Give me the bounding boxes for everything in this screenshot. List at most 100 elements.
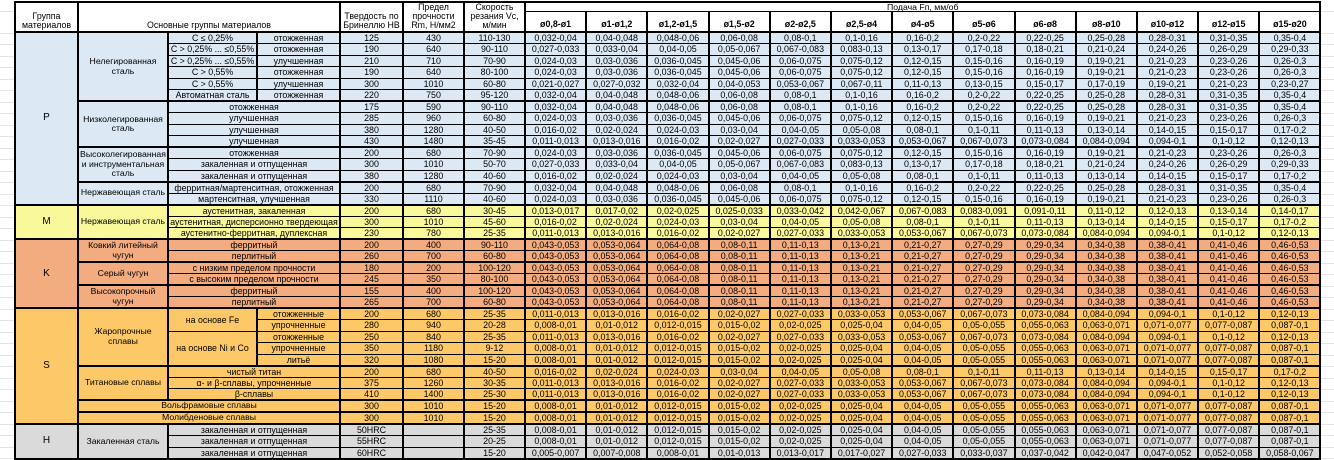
feed-cell: 0,015-0,02: [707, 353, 771, 366]
feed-cell: 0,015-0,02: [707, 411, 771, 425]
feed-cell: 0,15-0,17: [1197, 123, 1261, 136]
feed-cell: 0,043-0,053: [523, 261, 588, 274]
hardness-cell: 155: [339, 284, 404, 297]
hardness-cell: 380: [339, 169, 404, 182]
feed-cell: 0,02-0,027: [707, 227, 771, 240]
strength-cell: [402, 446, 465, 459]
feed-cell: 0,11-0,13: [768, 284, 832, 297]
feed-cell: 0,063-0,071: [1074, 423, 1138, 436]
feed-cell: 0,075-0,12: [829, 66, 894, 79]
feed-cell: 0,05-0,055: [952, 342, 1016, 355]
worksheet-gridline: [1321, 205, 1334, 206]
worksheet-gridline: [1321, 320, 1334, 321]
feed-cell: 0,032-0,04: [523, 180, 588, 194]
table-row: Высоколегированная и инструментальная ст…: [15, 146, 1322, 182]
feed-cell: 0,013-0,016: [585, 388, 649, 401]
feed-cell: 0,027-0,033: [768, 227, 832, 240]
feed-cell: 0,05-0,08: [829, 123, 894, 136]
feed-cell: 0,016-0,02: [646, 376, 710, 389]
worksheet-gridline: [0, 400, 14, 402]
feed-cell: 0,13-0,21: [829, 273, 894, 286]
hardness-cell: 200: [339, 307, 404, 320]
worksheet-gridline: [1321, 124, 1334, 126]
feed-cell: 0,055-0,063: [1013, 319, 1077, 332]
feed-cell: 0,008-0,01: [523, 342, 588, 355]
worksheet-gridline: [1321, 435, 1334, 436]
feed-cell: 0,027-0,033: [768, 307, 832, 320]
feed-cell: 0,06-0,08: [707, 31, 771, 44]
feed-cell: 0,17-0,2: [1258, 169, 1322, 182]
strength-cell: 400: [402, 284, 465, 297]
table-row: С > 0,25% ... ≤0,55% отожженная 190 640 90-1…: [15, 43, 1322, 56]
worksheet-gridline: [1321, 159, 1334, 160]
col-header-diameter: ø1,5-ø2: [707, 11, 771, 33]
worksheet-gridline: [0, 285, 14, 287]
worksheet-gridline: [0, 205, 14, 206]
strength-cell: 700: [402, 250, 465, 263]
hardness-cell: 55HRC: [339, 435, 404, 448]
feed-cell: 0,048-0,06: [646, 180, 710, 194]
feed-cell: 0,01-0,013: [707, 446, 771, 459]
feed-cell: 0,036-0,045: [646, 146, 710, 159]
feed-cell: 0,017-0,027: [829, 446, 894, 459]
table-row: С > 0,55% улучшенная 300 1010 60-80 0,021-0,0…: [15, 77, 1322, 90]
feed-cell: 0,21-0,23: [1135, 146, 1200, 159]
feed-cell: 0,053-0,064: [585, 250, 649, 263]
feed-cell: 0,18-0,21: [1013, 158, 1077, 171]
feed-cell: 0,11-0,13: [1013, 169, 1077, 182]
strength-cell: 960: [402, 112, 465, 125]
family-cell: Ковкий литейный чугун: [77, 238, 169, 263]
worksheet-gridline: [1321, 262, 1334, 264]
feed-cell: 0,013-0,017: [523, 203, 588, 217]
hardness-cell: 430: [339, 135, 404, 148]
strength-cell: 1110: [402, 192, 465, 205]
feed-cell: 0,19-0,21: [1074, 192, 1138, 205]
feed-cell: 0,17-0,18: [952, 43, 1016, 56]
feed-cell: 0,1-0,16: [829, 31, 894, 44]
feed-cell: 0,045-0,06: [707, 112, 771, 125]
feed-cell: 0,05-0,055: [952, 353, 1016, 366]
feed-cell: 0,073-0,084: [1013, 376, 1077, 389]
feed-cell: 0,14-0,15: [1135, 215, 1200, 228]
feed-cell: 0,043-0,053: [523, 238, 588, 251]
feed-cell: 0,011-0,013: [523, 307, 588, 320]
feed-cell: 0,01-0,012: [585, 319, 649, 332]
hardness-cell: 320: [339, 353, 404, 366]
family-cell: Нержавеющая сталь: [77, 203, 169, 240]
feed-cell: 0,071-0,077: [1135, 411, 1200, 425]
feed-cell: 0,12-0,13: [1258, 307, 1322, 320]
table-row: с высоким пределом прочности 245 350 80-100…: [15, 273, 1322, 286]
feed-cell: 0,02-0,027: [707, 376, 771, 389]
feed-cell: 0,053-0,067: [768, 77, 832, 90]
col-header-diameter: ø4-ø5: [891, 11, 955, 33]
worksheet-gridline: [1321, 147, 1334, 149]
feed-cell: 0,067-0,083: [768, 43, 832, 56]
feed-cell: 0,22-0,25: [1013, 31, 1077, 44]
speed-cell: 40-60: [463, 192, 526, 205]
feed-cell: 0,02-0,024: [585, 364, 649, 378]
feed-cell: 0,31-0,35: [1197, 31, 1261, 44]
feed-cell: 0,032-0,04: [523, 89, 588, 102]
worksheet-gridline: [1321, 90, 1334, 91]
feed-cell: 0,077-0,087: [1197, 411, 1261, 425]
feed-cell: 0,024-0,03: [523, 112, 588, 125]
table-row: Высокопрочный чугун ферритный 155 400 100-12…: [15, 284, 1322, 309]
table-row: закаленная и отпущенная 380 1280 40-60 0,016…: [15, 169, 1322, 182]
strength-cell: 1480: [402, 135, 465, 148]
treatment-cell: отожженная: [167, 146, 341, 159]
worksheet-gridline: [0, 44, 14, 45]
feed-cell: 0,1-0,12: [1197, 330, 1261, 343]
family-cell: Молибденовые сплавы: [77, 411, 341, 425]
feed-cell: 0,02-0,025: [768, 435, 832, 448]
feed-cell: 0,055-0,063: [1013, 399, 1077, 413]
feed-cell: 0,13-0,21: [829, 261, 894, 274]
strength-cell: 680: [402, 307, 465, 320]
feed-cell: 0,04-0,048: [585, 89, 649, 102]
feed-cell: 0,27-0,29: [952, 238, 1016, 251]
feed-cell: 0,13-0,14: [1197, 203, 1261, 217]
hardness-cell: 350: [339, 342, 404, 355]
feed-cell: 0,21-0,27: [891, 296, 955, 309]
treatment-cell: улучшенная: [167, 123, 341, 136]
feed-cell: 0,064-0,08: [646, 273, 710, 286]
hardness-cell: 210: [339, 54, 404, 67]
